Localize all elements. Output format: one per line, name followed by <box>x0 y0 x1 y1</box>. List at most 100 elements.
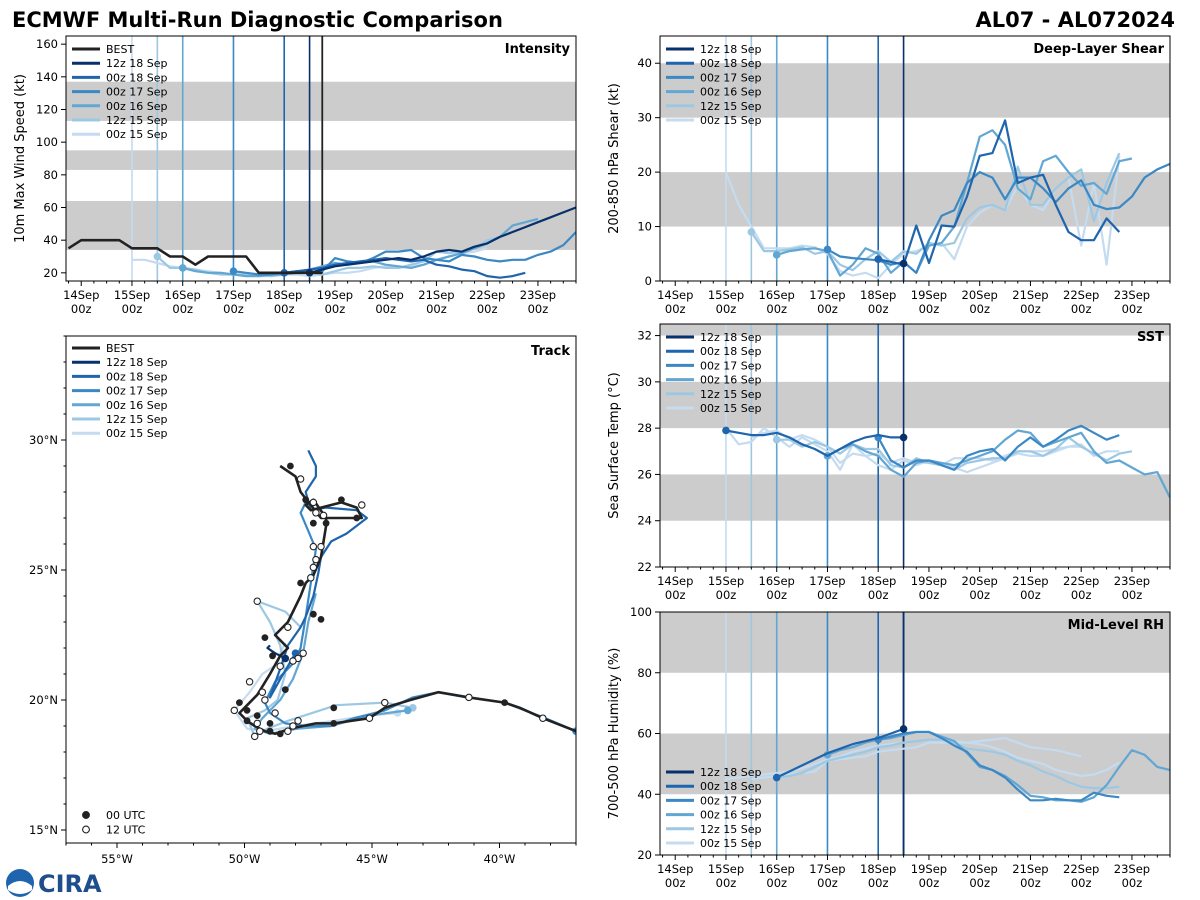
sst-legend-label: 12z 18 Sep <box>700 331 762 344</box>
sst-xtick-label: 20Sep <box>962 574 998 588</box>
track-fix-00utc <box>269 652 276 660</box>
intensity-xtick-label: 16Sep <box>165 288 201 302</box>
intensity-xtick-label: 20Sep <box>368 288 404 302</box>
intensity-init-marker <box>178 264 187 272</box>
rh-xtick-sublabel: 00z <box>919 876 940 890</box>
track-path <box>238 464 576 736</box>
track-marker-legend-label: 00 UTC <box>106 809 146 822</box>
rh-series-line <box>776 727 904 779</box>
rh-legend-label: 00z 17 Sep <box>700 794 762 807</box>
track-fix-12utc <box>299 649 307 657</box>
sst-legend-label: 12z 15 Sep <box>700 388 762 401</box>
shear-init-marker <box>899 259 908 268</box>
track-fix-12utc <box>261 696 269 704</box>
intensity-ytick-label: 20 <box>43 266 58 280</box>
track-fix-00utc <box>501 699 508 706</box>
track-ytick-label: 25°N <box>29 563 58 577</box>
shear-panel-title: Deep-Layer Shear <box>1033 42 1164 57</box>
track-fix-00utc <box>243 717 251 725</box>
sst-xtick-sublabel: 00z <box>969 588 990 602</box>
intensity-legend-label: 00z 18 Sep <box>106 71 168 84</box>
sst-ylabel: Sea Surface Temp (°C) <box>607 372 622 519</box>
track-xtick-label: 40°W <box>484 852 516 866</box>
intensity-xtick-label: 18Sep <box>266 288 302 302</box>
sst-ytick-label: 28 <box>637 421 652 435</box>
sst-xtick-sublabel: 00z <box>1071 588 1092 602</box>
track-fix-12utc <box>380 698 389 707</box>
shear-xtick-label: 23Sep <box>1114 288 1150 302</box>
track-fix-00utc <box>330 704 338 712</box>
shear-xtick-sublabel: 00z <box>766 302 787 316</box>
rh-xtick-label: 21Sep <box>1012 862 1048 876</box>
track-fix-00utc <box>266 720 274 727</box>
shear-series-line <box>877 119 1121 266</box>
intensity-legend-label: 12z 18 Sep <box>106 57 168 70</box>
shear-legend-label: 00z 18 Sep <box>700 57 762 70</box>
shear-init-marker <box>823 245 832 254</box>
sst-xtick-label: 14Sep <box>657 574 693 588</box>
storm-id: AL07 - AL072024 <box>976 8 1176 32</box>
intensity-ytick-label: 60 <box>43 201 58 215</box>
shear-ylabel: 200-850 hPa Shear (kt) <box>607 83 622 234</box>
track-fix-12utc <box>317 542 325 551</box>
rh-xtick-label: 15Sep <box>708 862 744 876</box>
track-legend-label: 00z 16 Sep <box>106 399 168 412</box>
intensity-shaded-band <box>66 200 576 250</box>
intensity-ytick-label: 80 <box>43 168 58 182</box>
shear-xtick-sublabel: 00z <box>1071 302 1092 316</box>
rh-xtick-sublabel: 00z <box>817 876 838 890</box>
track-fix-00utc <box>243 707 251 714</box>
sst-legend-label: 00z 16 Sep <box>700 374 762 387</box>
intensity-shaded-band <box>66 81 576 121</box>
track-fix-00utc <box>261 634 269 641</box>
sst-legend-label: 00z 18 Sep <box>700 345 762 358</box>
intensity-xtick-label: 19Sep <box>317 288 353 302</box>
track-fix-00utc <box>322 519 330 527</box>
track-marker-legend-symbol <box>82 825 90 834</box>
sst-xtick-label: 16Sep <box>759 574 795 588</box>
track-plot-area <box>230 449 576 741</box>
rh-plot-area <box>660 612 1170 855</box>
track-marker-legend-label: 12 UTC <box>106 824 146 837</box>
rh-series-line <box>751 741 1120 781</box>
intensity-series-line <box>67 238 323 275</box>
intensity-ytick-label: 140 <box>36 70 58 84</box>
track-fix-00utc <box>338 496 345 504</box>
rh-panel: 14Sep00z15Sep00z16Sep00z17Sep00z18Sep00z… <box>607 605 1171 890</box>
sst-shaded-band <box>660 381 1170 429</box>
intensity-frame <box>65 35 577 282</box>
shear-xtick-label: 17Sep <box>809 288 845 302</box>
sst-xtick-label: 15Sep <box>708 574 744 588</box>
track-fix-12utc <box>253 597 262 605</box>
shear-xtick-sublabel: 00z <box>969 302 990 316</box>
rh-xtick-label: 20Sep <box>962 862 998 876</box>
track-path <box>246 600 414 738</box>
rh-xtick-sublabel: 00z <box>665 876 686 890</box>
rh-ylabel: 700-500 hPa Humidity (%) <box>607 648 622 820</box>
shear-ytick-label: 30 <box>637 111 652 125</box>
shear-legend-label: 12z 18 Sep <box>700 43 762 56</box>
track-fix-00utc <box>309 610 317 618</box>
shear-xtick-label: 20Sep <box>962 288 998 302</box>
track-legend-label: 12z 18 Sep <box>106 356 168 369</box>
rh-xtick-label: 22Sep <box>1063 862 1099 876</box>
track-fix-12utc <box>365 714 374 722</box>
sst-ytick-label: 30 <box>637 375 652 389</box>
intensity-xtick-sublabel: 00z <box>426 302 447 316</box>
rh-xtick-sublabel: 00z <box>716 876 737 890</box>
track-xtick-label: 45°W <box>356 852 388 866</box>
intensity-xtick-sublabel: 00z <box>375 302 396 316</box>
rh-shaded-band <box>660 612 1170 673</box>
intensity-series-line <box>309 206 576 274</box>
sst-init-marker <box>899 433 908 442</box>
track-fix-00utc <box>236 699 243 706</box>
track-ytick-label: 30°N <box>29 433 58 447</box>
rh-xtick-sublabel: 00z <box>766 876 787 890</box>
shear-ytick-label: 10 <box>637 220 652 234</box>
rh-shaded-band <box>660 733 1170 795</box>
rh-legend-label: 00z 15 Sep <box>700 837 762 850</box>
track-fix-12utc <box>250 732 259 741</box>
track-fix-00utc <box>309 519 317 527</box>
intensity-init-marker <box>229 267 238 276</box>
shear-legend-label: 00z 15 Sep <box>700 114 762 127</box>
